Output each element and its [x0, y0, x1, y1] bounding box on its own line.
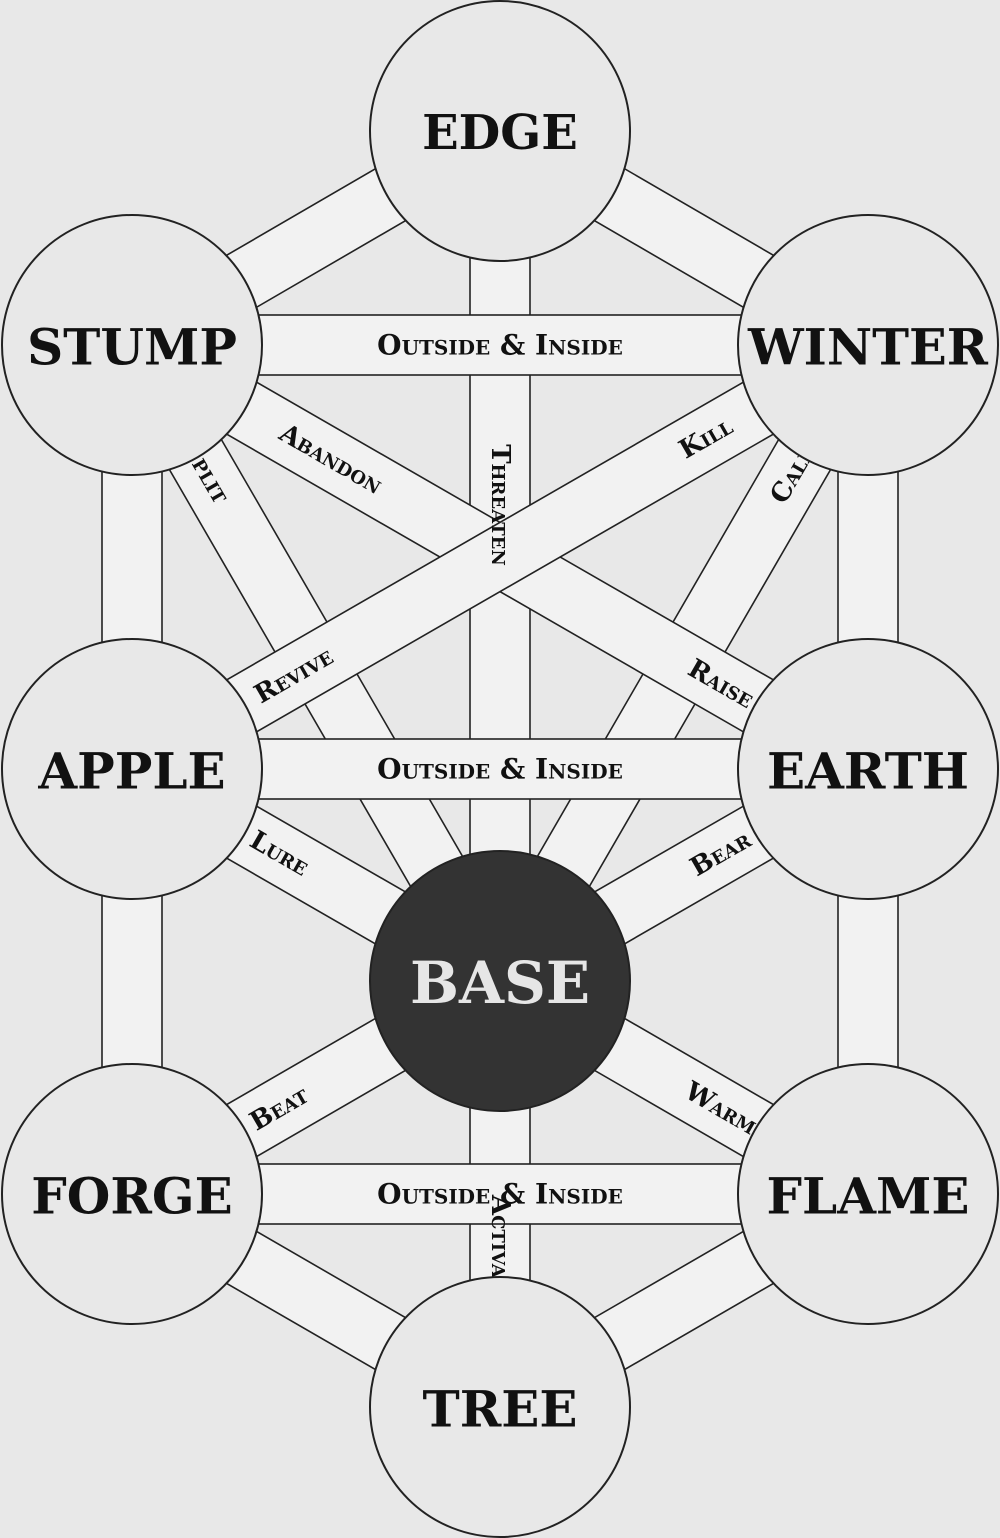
node-circle-earth	[737, 638, 999, 900]
node-label-stump: STUMP	[27, 318, 237, 377]
node-stump: STUMP	[1, 214, 263, 476]
node-label-flame: FLAME	[767, 1167, 970, 1226]
node-circle-winter	[737, 214, 999, 476]
node-circle-apple	[1, 638, 263, 900]
node-circle-base	[369, 850, 631, 1112]
node-apple: APPLE	[1, 638, 263, 900]
connection-label-stump-winter: Outside & Inside	[377, 329, 623, 362]
node-edge: EDGE	[369, 0, 631, 262]
node-flame: FLAME	[737, 1063, 999, 1325]
node-circle-tree	[369, 1276, 631, 1538]
node-label-edge: EDGE	[422, 105, 578, 161]
node-label-earth: EARTH	[767, 742, 969, 801]
node-label-apple: APPLE	[37, 742, 225, 801]
node-circle-stump	[1, 214, 263, 476]
connection-label-apple-earth: Outside & Inside	[377, 753, 623, 786]
node-circle-edge	[369, 0, 631, 262]
node-label-winter: WINTER	[747, 318, 988, 377]
node-forge: FORGE	[1, 1063, 263, 1325]
connection-label-forge-flame: Outside & Inside	[377, 1178, 623, 1211]
node-earth: EARTH	[737, 638, 999, 900]
node-label-forge: FORGE	[31, 1167, 232, 1226]
node-tree: TREE	[369, 1276, 631, 1538]
node-label-tree: TREE	[423, 1380, 578, 1439]
node-base: BASE	[369, 850, 631, 1112]
node-circle-flame	[737, 1063, 999, 1325]
connection-label-edge-base: Threaten	[485, 444, 515, 566]
node-winter: WINTER	[737, 214, 999, 476]
node-circle-forge	[1, 1063, 263, 1325]
node-label-base: BASE	[410, 949, 590, 1017]
